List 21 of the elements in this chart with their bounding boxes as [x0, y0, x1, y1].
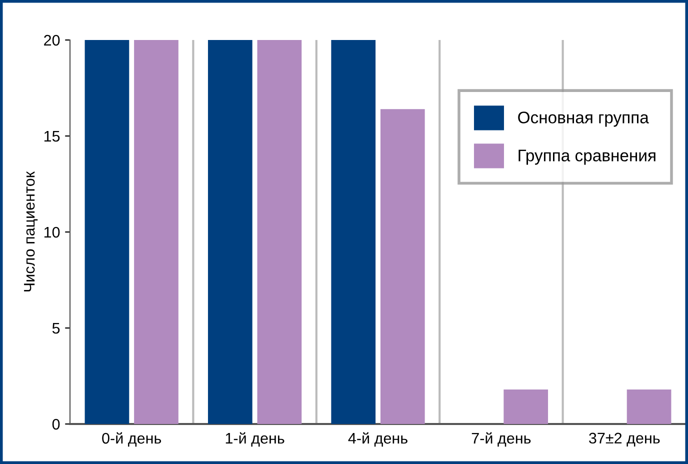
bar [208, 40, 252, 424]
x-tick-label: 37±2 день [589, 432, 660, 446]
bar [380, 109, 425, 424]
legend-label: Группа сравнения [518, 150, 656, 165]
bar [331, 40, 376, 424]
bar [504, 389, 548, 424]
bar [84, 40, 130, 424]
x-tick-label: 7-й день [472, 432, 531, 447]
x-tick-label: 1-й день [226, 432, 284, 447]
y-tick-label: 20 [44, 34, 60, 46]
x-tick-label: 0-й день [102, 432, 162, 447]
bar [626, 389, 672, 424]
bar [134, 40, 178, 424]
y-tick-label: 15 [44, 131, 60, 142]
y-tick-label: 5 [52, 323, 60, 334]
y-axis-title: Число пациенток [24, 171, 38, 292]
y-tick-label: 10 [44, 226, 60, 238]
bar [257, 40, 302, 424]
legend-label: Основная группа [518, 112, 649, 127]
y-tick-label: 0 [52, 418, 60, 430]
x-tick-label: 4-й день [348, 432, 408, 447]
